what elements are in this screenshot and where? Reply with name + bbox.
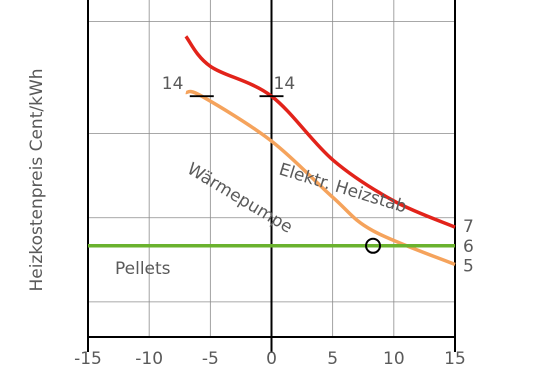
- y-axis-label: Heizkostenpreis Cent/kWh: [27, 68, 47, 291]
- annotation-label: 14: [162, 74, 184, 94]
- x-tick-label: -5: [202, 349, 219, 369]
- intersection-marker: [365, 237, 382, 254]
- axes: [87, 0, 456, 352]
- series-line-elektr-heizstab: [184, 35, 456, 229]
- series-end-label: 6: [463, 237, 474, 257]
- series-end-label: 5: [463, 257, 474, 277]
- x-tick-label: 0: [266, 349, 277, 369]
- x-tick-label: 5: [327, 349, 338, 369]
- x-tick-label: -15: [74, 349, 102, 369]
- series-end-label: 7: [463, 217, 474, 237]
- annotation-label: 14: [274, 74, 296, 94]
- x-tick-label: -10: [135, 349, 163, 369]
- x-tick-label: 10: [383, 349, 405, 369]
- x-tick-label: 15: [444, 349, 466, 369]
- series-label-pellets: Pellets: [115, 259, 171, 279]
